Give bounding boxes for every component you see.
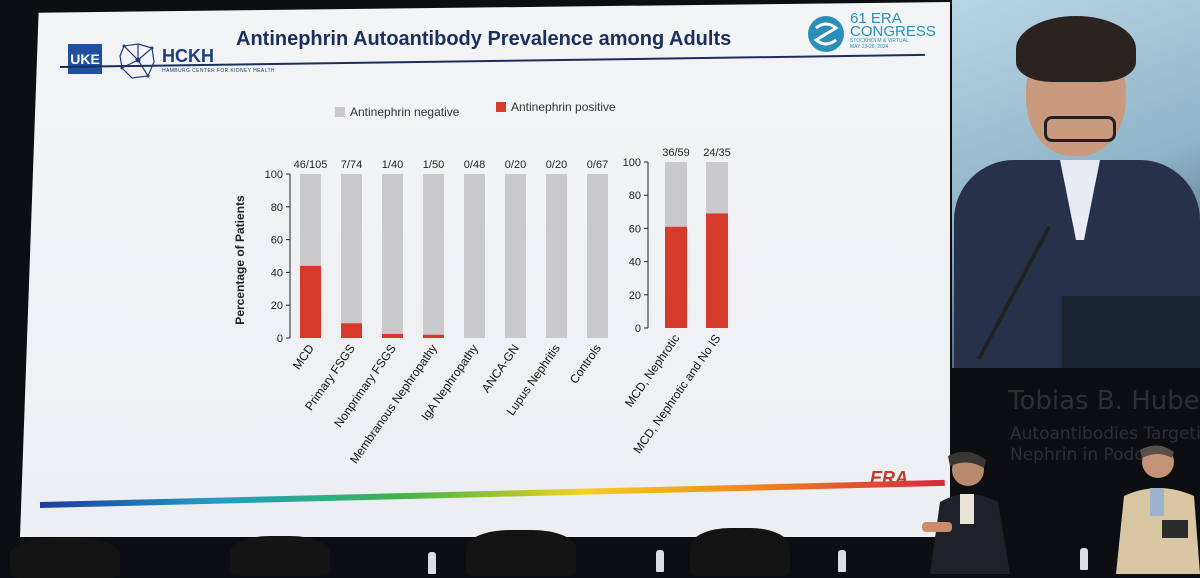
panelist-left (922, 451, 1010, 574)
count-label: 0/48 (464, 159, 485, 171)
category-label: Controls (567, 342, 604, 387)
audience-chair (10, 538, 120, 578)
hckh-logo-text: HCKH (162, 46, 214, 66)
y-tick-label: 60 (271, 235, 283, 247)
bar-negative (341, 174, 362, 324)
bar-negative (505, 174, 526, 338)
count-label: 0/20 (546, 159, 567, 171)
stacked-bar-charts: Antinephrin negative Antinephrin positiv… (233, 100, 731, 466)
y-tick-label: 60 (629, 223, 641, 235)
count-label: 46/105 (294, 159, 328, 171)
count-label: 0/67 (587, 159, 608, 171)
count-label: 24/35 (703, 147, 731, 159)
bar-negative (464, 174, 485, 338)
y-tick-label: 40 (629, 257, 641, 269)
y-tick-label: 100 (265, 169, 283, 181)
y-tick-label: 20 (271, 300, 283, 312)
y-tick-label: 0 (277, 333, 283, 345)
count-label: 36/59 (662, 147, 690, 159)
bar-negative (382, 174, 403, 334)
y-tick-label: 80 (271, 202, 283, 214)
category-label: MCD (290, 341, 317, 372)
count-label: 1/50 (423, 159, 444, 171)
count-label: 0/20 (505, 159, 526, 171)
water-bottle (1080, 548, 1088, 570)
era-congress-label: 61 ERA CONGRESS STOCKHOLM & VIRTUAL MAY … (850, 11, 950, 50)
hckh-logo-subtext: HAMBURG CENTER FOR KIDNEY HEALTH (162, 68, 275, 74)
speaker-glasses (1044, 116, 1116, 142)
speaker-hair (1016, 16, 1136, 82)
category-label: ANCA-GN (479, 342, 522, 395)
bar-positive (665, 226, 687, 328)
audience-chair (230, 536, 330, 576)
speaker-video-feed (952, 0, 1200, 368)
audience-chair (466, 530, 576, 576)
y-tick-label: 0 (635, 323, 641, 335)
bar-negative (587, 174, 608, 338)
talk-title-line-2: Nephrin in Podoop (1010, 445, 1166, 465)
bar-negative (546, 174, 567, 338)
bar-positive (341, 323, 362, 338)
bar-negative (665, 162, 687, 227)
speaker-name: Tobias B. Hube (1008, 386, 1200, 416)
talk-title-line-1: Autoantibodies Targeti (1010, 424, 1200, 444)
water-bottle (656, 550, 664, 572)
audience-chair (690, 528, 790, 576)
count-label: 1/40 (382, 159, 403, 171)
legend-label-negative: Antinephrin negative (350, 105, 460, 119)
talk-title: Autoantibodies Targeti Nephrin in Podoop (1010, 424, 1200, 466)
bar-positive (300, 265, 321, 338)
podium (1062, 296, 1200, 368)
bar-negative (423, 174, 444, 335)
uke-logo: UKE (68, 44, 102, 74)
era-congress-dates: MAY 23-26, 2024 (850, 44, 889, 50)
y-tick-label: 20 (629, 290, 641, 302)
panelist-right (1116, 445, 1200, 574)
legend-swatch-positive (496, 102, 506, 112)
count-label: 7/74 (341, 159, 362, 171)
bar-positive (423, 334, 444, 338)
y-tick-label: 100 (623, 157, 641, 169)
era-congress-sub: STOCKHOLM & VIRTUAL (850, 38, 909, 44)
slide-title: Antinephrin Autoantibody Prevalence amon… (236, 28, 732, 50)
bar-positive (706, 213, 728, 328)
hckh-network-logo-icon (119, 43, 155, 79)
legend-swatch-negative (335, 107, 345, 117)
presentation-slide: UKE HCKH HAMBURG CENTER FOR KIDNEY HEALT… (20, 2, 950, 537)
bar-negative (300, 174, 321, 266)
legend-label-positive: Antinephrin positive (511, 100, 616, 114)
era-congress-logo-icon (808, 16, 844, 52)
y-axis-label: Percentage of Patients (233, 195, 247, 325)
chart-legend: Antinephrin negative Antinephrin positiv… (335, 100, 616, 119)
water-bottle (838, 550, 846, 572)
y-tick-label: 40 (271, 267, 283, 279)
bar-positive (382, 333, 403, 338)
y-tick-label: 80 (629, 190, 641, 202)
water-bottle (428, 552, 436, 574)
bar-negative (706, 162, 728, 214)
